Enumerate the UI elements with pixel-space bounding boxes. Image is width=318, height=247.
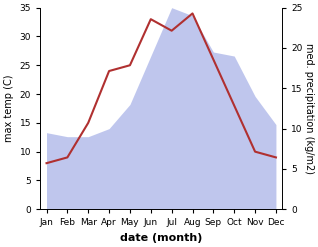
Y-axis label: max temp (C): max temp (C)	[4, 75, 14, 142]
X-axis label: date (month): date (month)	[120, 233, 203, 243]
Y-axis label: med. precipitation (kg/m2): med. precipitation (kg/m2)	[304, 43, 314, 174]
